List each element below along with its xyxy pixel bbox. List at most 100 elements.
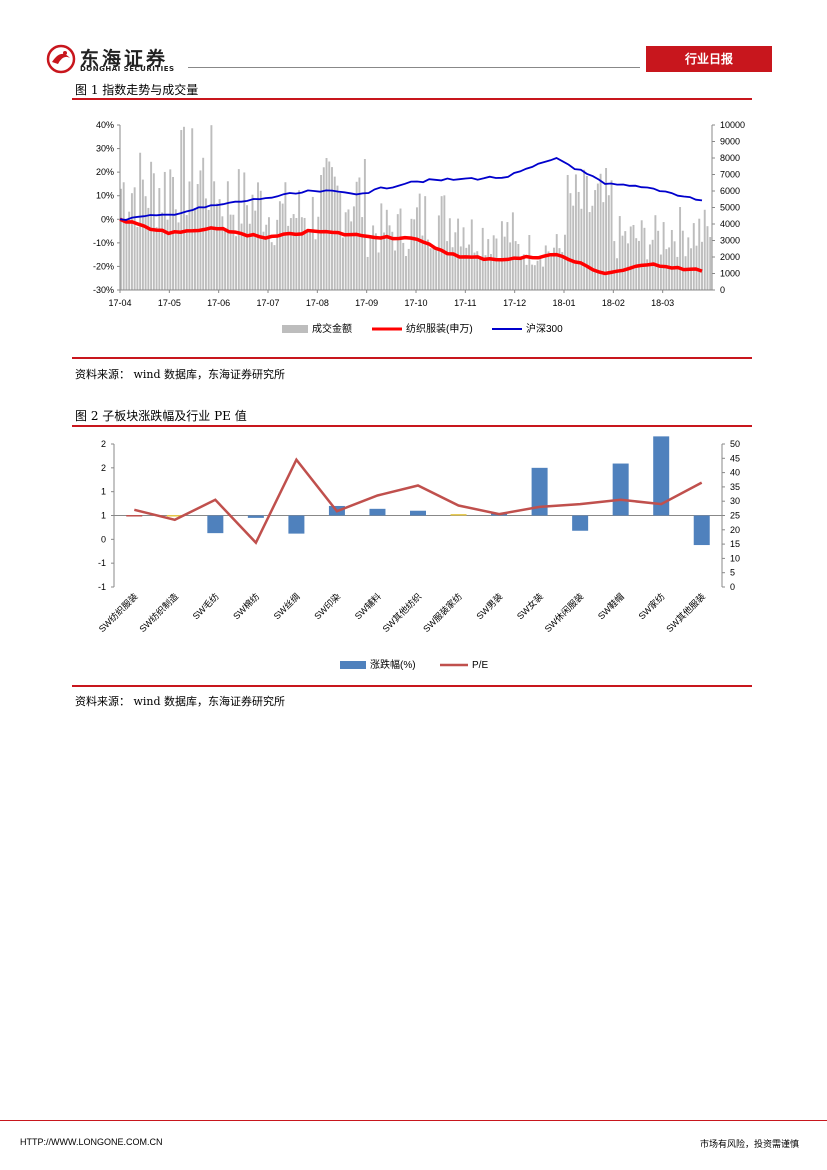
volume-bar <box>476 251 479 290</box>
volume-bar <box>692 223 695 290</box>
volume-bar <box>166 219 169 290</box>
left-tick-label: 10% <box>96 191 114 201</box>
volume-bar <box>369 237 372 290</box>
volume-bar <box>306 230 309 290</box>
volume-bar <box>648 244 651 290</box>
volume-bar <box>487 239 490 290</box>
volume-bar <box>511 212 514 290</box>
category-label: SW家纺 <box>636 591 667 622</box>
figure1-bottom-rule <box>72 357 752 359</box>
right-tick-label: 35 <box>730 482 740 492</box>
volume-bar <box>679 207 682 290</box>
right-tick-label: 8000 <box>720 153 740 163</box>
volume-bar <box>196 184 199 290</box>
volume-bar <box>627 243 629 290</box>
volume-bar <box>243 172 246 290</box>
change-bar <box>247 515 264 518</box>
volume-bar <box>254 210 257 290</box>
left-tick-label: 1 <box>101 511 106 521</box>
volume-bar <box>473 252 476 290</box>
right-tick-label: 4000 <box>720 219 740 229</box>
volume-bar <box>374 233 377 290</box>
volume-bar <box>440 196 443 290</box>
legend-volume-label: 成交金额 <box>312 322 352 335</box>
volume-bar <box>533 265 536 290</box>
volume-bar <box>410 218 413 290</box>
volume-bar <box>372 225 375 290</box>
x-tick-label: 17-08 <box>306 298 329 308</box>
volume-bar <box>303 217 306 290</box>
volume-bar <box>284 182 287 290</box>
volume-bar <box>703 209 706 290</box>
company-name-cn: 东海证券 <box>80 48 169 70</box>
volume-bar <box>509 242 512 290</box>
x-tick-label: 17-06 <box>207 298 230 308</box>
header-rule <box>188 67 640 68</box>
volume-bar <box>555 234 558 290</box>
pe-line <box>134 457 703 545</box>
right-tick-label: 3000 <box>720 236 740 246</box>
volume-bar <box>342 237 344 290</box>
csi300-line <box>119 157 703 221</box>
right-tick-label: 10000 <box>720 120 745 130</box>
volume-bar <box>646 259 649 290</box>
volume-bar <box>701 241 703 290</box>
right-tick-label: 20 <box>730 525 740 535</box>
volume-bar <box>594 190 597 290</box>
textile-apparel-line <box>119 217 703 276</box>
volume-bar <box>276 219 279 290</box>
volume-bar <box>259 190 262 290</box>
volume-bar <box>150 161 153 290</box>
category-label: SW印染 <box>312 591 343 622</box>
change-bar <box>369 508 386 516</box>
right-tick-label: 0 <box>730 582 735 592</box>
volume-bar <box>224 230 227 290</box>
volume-bar <box>130 193 133 290</box>
volume-bar <box>539 256 542 290</box>
figure1-top-rule <box>72 98 752 100</box>
right-tick-label: 7000 <box>720 170 740 180</box>
volume-bar <box>350 221 353 290</box>
volume-bar <box>169 169 172 290</box>
category-label: SW服装家纺 <box>420 591 463 634</box>
volume-bar <box>347 209 350 290</box>
volume-bar <box>503 236 506 290</box>
volume-bar <box>659 254 662 290</box>
volume-bar <box>591 205 594 290</box>
volume-bar <box>706 226 709 290</box>
right-tick-label: 45 <box>730 453 740 463</box>
footer-url-link[interactable]: HTTP://WWW.LONGONE.COM.CN <box>20 1137 163 1147</box>
change-bar <box>531 467 548 516</box>
volume-bar <box>574 174 577 290</box>
volume-bar <box>185 215 188 290</box>
volume-bar <box>610 180 613 290</box>
right-tick-label: 10 <box>730 553 740 563</box>
volume-bar <box>300 217 303 290</box>
figure2-title: 图 2 子板块涨跌幅及行业 PE 值 <box>75 409 247 423</box>
volume-bar <box>522 254 525 290</box>
volume-bar <box>183 126 185 290</box>
left-tick-label: -1 <box>98 558 106 568</box>
volume-bar <box>640 220 643 290</box>
category-label: SW纺织服装 <box>96 591 139 634</box>
legend-change-label: 涨跌幅(%) <box>370 658 416 671</box>
volume-bar <box>583 169 586 290</box>
volume-bar <box>383 232 386 290</box>
left-tick-label: 1 <box>101 487 106 497</box>
left-tick-label: -20% <box>93 261 114 271</box>
company-logo <box>46 44 76 74</box>
volume-bar <box>385 209 388 290</box>
volume-bar <box>289 218 292 290</box>
volume-bar <box>237 169 240 290</box>
volume-bar <box>120 188 122 290</box>
volume-bar <box>514 241 517 290</box>
company-name-en: DONGHAI SECURITIES <box>80 65 175 73</box>
volume-bar <box>437 215 440 290</box>
volume-bar <box>564 234 566 290</box>
volume-bar <box>665 249 668 290</box>
volume-bar <box>676 256 679 290</box>
right-tick-label: 6000 <box>720 186 740 196</box>
volume-bar <box>621 235 624 290</box>
volume-bar <box>246 205 248 290</box>
right-tick-label: 40 <box>730 468 740 478</box>
